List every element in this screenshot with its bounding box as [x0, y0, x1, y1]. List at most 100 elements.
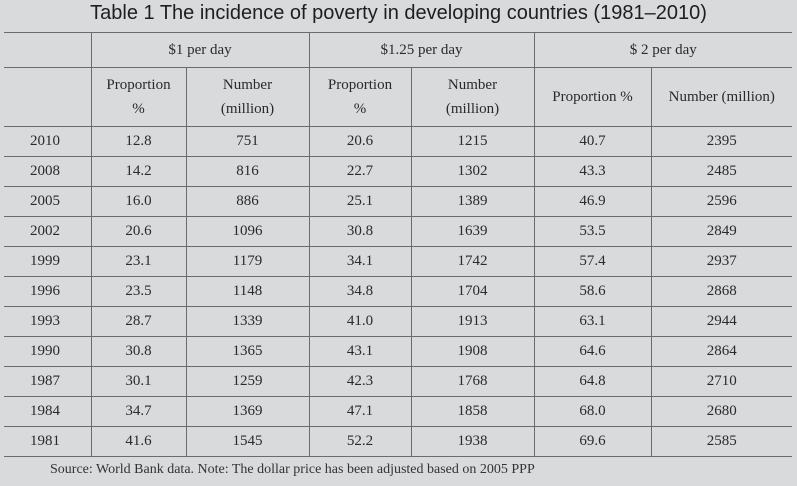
table-cell: 43.3 [533, 156, 652, 187]
table-cell: 2849 [650, 216, 792, 247]
table-cell: 1908 [410, 336, 535, 367]
table-cell: 30.8 [308, 216, 412, 247]
table-cell: 23.5 [90, 276, 187, 307]
table-cell: 30.8 [90, 336, 187, 367]
table-cell: 1302 [410, 156, 535, 187]
table-row: 1987 30.1 1259 42.3 1768 64.8 2710 [4, 366, 792, 397]
table-cell: 2868 [650, 276, 792, 307]
table-cell: 20.6 [90, 216, 187, 247]
table-cell: 34.1 [308, 246, 412, 277]
subheader-row: Proportion % Number (million) Proportion… [4, 67, 792, 127]
table-cell: 2585 [650, 426, 792, 457]
subheader-line: % [132, 101, 145, 117]
table-cell: 1365 [185, 336, 310, 367]
subheader-proportion-3: Proportion % [533, 67, 652, 127]
table-cell: 2710 [650, 366, 792, 397]
table-cell: 63.1 [533, 306, 652, 337]
year-cell: 1999 [4, 246, 92, 277]
table-cell: 1148 [185, 276, 310, 307]
table-cell: 2937 [650, 246, 792, 277]
year-cell: 1987 [4, 366, 92, 397]
table-cell: 14.2 [90, 156, 187, 187]
table-cell: 28.7 [90, 306, 187, 337]
table-cell: 12.8 [90, 126, 187, 157]
table-cell: 20.6 [308, 126, 412, 157]
table-cell: 46.9 [533, 186, 652, 217]
table-cell: 1639 [410, 216, 535, 247]
source-note: Source: World Bank data. Note: The dolla… [50, 462, 535, 477]
table-cell: 2680 [650, 396, 792, 427]
table-cell: 64.8 [533, 366, 652, 397]
table-cell: 23.1 [90, 246, 187, 277]
year-cell: 2005 [4, 186, 92, 217]
table-cell: 34.8 [308, 276, 412, 307]
table-cell: 2596 [650, 186, 792, 217]
subheader-line: Proportion [327, 77, 393, 93]
year-cell: 1996 [4, 276, 92, 307]
table-cell: 2395 [650, 126, 792, 157]
table-cell: 1858 [410, 396, 535, 427]
table-cell: 1742 [410, 246, 535, 277]
table-cell: 34.7 [90, 396, 187, 427]
subheader-number-3: Number (million) [650, 67, 792, 127]
group-header-1-dollar: $1 per day [90, 32, 310, 68]
table-row: 1996 23.5 1148 34.8 1704 58.6 2868 [4, 276, 792, 307]
table-row: 1984 34.7 1369 47.1 1858 68.0 2680 [4, 396, 792, 427]
table-cell: 69.6 [533, 426, 652, 457]
table-row: 2010 12.8 751 20.6 1215 40.7 2395 [4, 126, 792, 157]
table-cell: 43.1 [308, 336, 412, 367]
year-cell: 1984 [4, 396, 92, 427]
table-cell: 52.2 [308, 426, 412, 457]
subheader-number-2: Number (million) [410, 67, 535, 127]
table-cell: 1545 [185, 426, 310, 457]
subheader-number-1: Number (million) [185, 67, 310, 127]
table-cell: 16.0 [90, 186, 187, 217]
table-cell: 1215 [410, 126, 535, 157]
table-body: 2010 12.8 751 20.6 1215 40.7 2395 2008 14.2 816 22… [4, 126, 792, 457]
table-cell: 1369 [185, 396, 310, 427]
group-header-1-25-dollar: $1.25 per day [308, 32, 535, 68]
table-cell: 68.0 [533, 396, 652, 427]
table-cell: 2944 [650, 306, 792, 337]
subheader-proportion-2: Proportion % [308, 67, 412, 127]
table-cell: 1768 [410, 366, 535, 397]
year-cell: 1993 [4, 306, 92, 337]
table-cell: 751 [185, 126, 310, 157]
corner-cell [4, 32, 92, 68]
group-header-row: $1 per day $1.25 per day $ 2 per day [4, 32, 792, 68]
table-cell: 1704 [410, 276, 535, 307]
table-cell: 1179 [185, 246, 310, 277]
table-cell: 57.4 [533, 246, 652, 277]
year-cell: 1990 [4, 336, 92, 367]
table-cell: 1096 [185, 216, 310, 247]
table-row: 1999 23.1 1179 34.1 1742 57.4 2937 [4, 246, 792, 277]
corner-cell-sub [4, 67, 92, 127]
year-cell: 2002 [4, 216, 92, 247]
table-cell: 2864 [650, 336, 792, 367]
table-cell: 47.1 [308, 396, 412, 427]
table-cell: 1389 [410, 186, 535, 217]
table-cell: 1339 [185, 306, 310, 337]
table-cell: 1938 [410, 426, 535, 457]
table-cell: 41.6 [90, 426, 187, 457]
table-row: 2008 14.2 816 22.7 1302 43.3 2485 [4, 156, 792, 187]
table-cell: 58.6 [533, 276, 652, 307]
year-cell: 1981 [4, 426, 92, 457]
table-cell: 40.7 [533, 126, 652, 157]
subheader-proportion-1: Proportion % [90, 67, 187, 127]
table-cell: 1913 [410, 306, 535, 337]
subheader-line: Number [222, 77, 273, 93]
subheader-line: (million) [445, 101, 500, 117]
table-title: Table 1 The incidence of poverty in deve… [90, 2, 707, 24]
table-cell: 42.3 [308, 366, 412, 397]
group-header-2-dollar: $ 2 per day [533, 32, 792, 68]
table-cell: 886 [185, 186, 310, 217]
table-cell: 2485 [650, 156, 792, 187]
table-cell: 22.7 [308, 156, 412, 187]
subheader-line: Number [447, 77, 498, 93]
table-cell: 41.0 [308, 306, 412, 337]
table-row: 2002 20.6 1096 30.8 1639 53.5 2849 [4, 216, 792, 247]
table-cell: 53.5 [533, 216, 652, 247]
subheader-line: (million) [220, 101, 275, 117]
table-cell: 30.1 [90, 366, 187, 397]
